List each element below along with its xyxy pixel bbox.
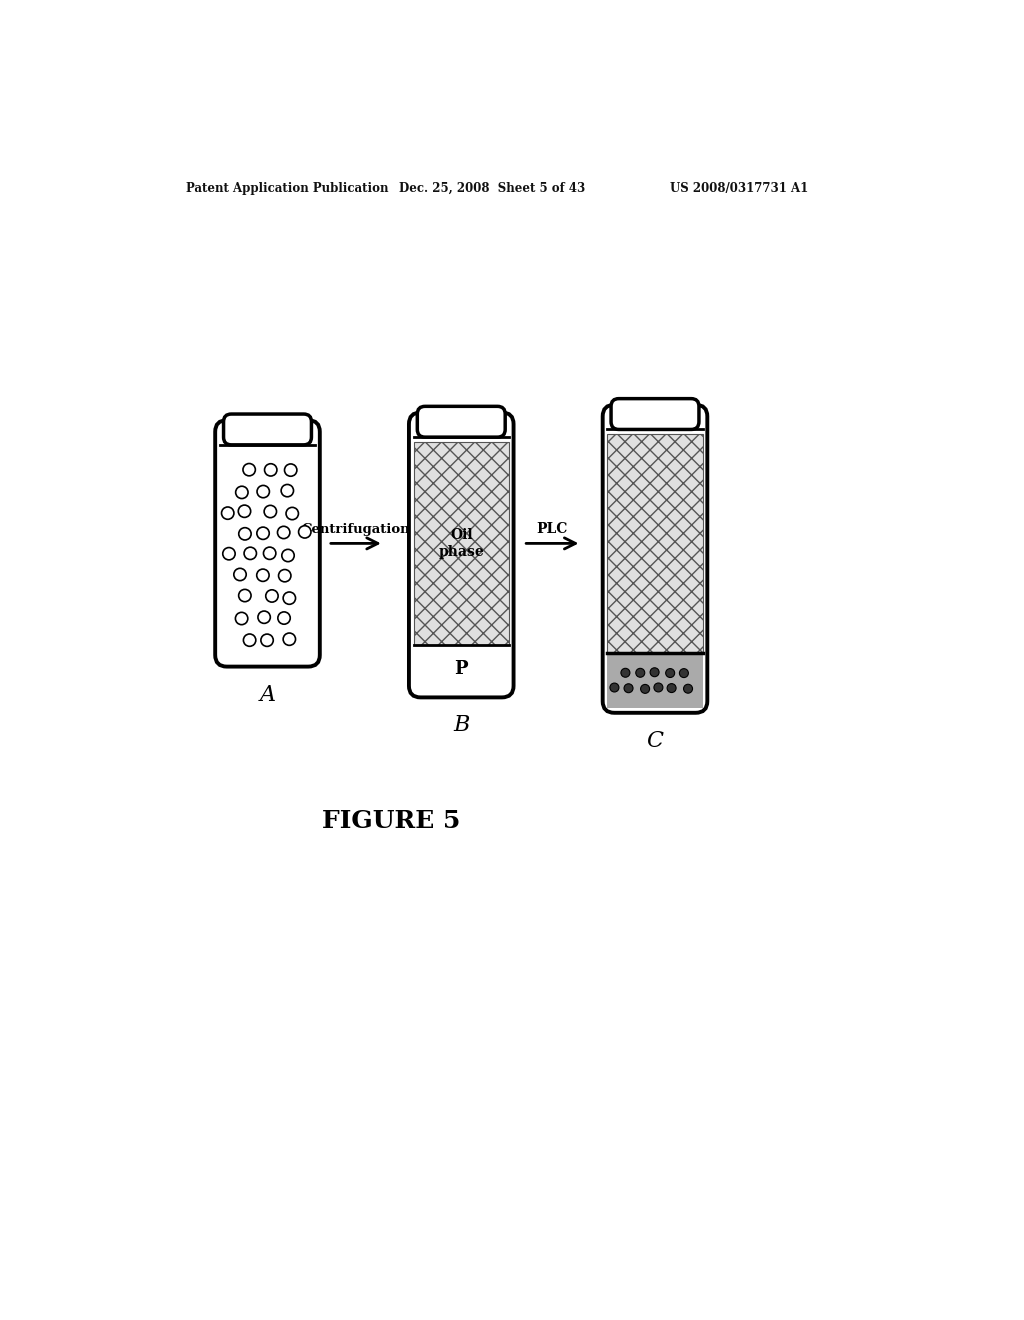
Circle shape xyxy=(239,528,251,540)
Circle shape xyxy=(236,486,248,499)
Circle shape xyxy=(285,463,297,477)
Circle shape xyxy=(666,669,675,677)
FancyBboxPatch shape xyxy=(409,413,514,697)
Circle shape xyxy=(257,527,269,540)
Bar xyxy=(607,434,702,653)
Circle shape xyxy=(244,634,256,647)
FancyBboxPatch shape xyxy=(215,420,319,667)
Circle shape xyxy=(278,527,290,539)
Text: Oil
phase: Oil phase xyxy=(438,528,484,558)
Circle shape xyxy=(654,682,663,692)
Text: C: C xyxy=(646,730,664,752)
Circle shape xyxy=(221,507,233,519)
FancyBboxPatch shape xyxy=(603,405,708,713)
Circle shape xyxy=(636,668,645,677)
Text: A: A xyxy=(259,684,275,706)
Circle shape xyxy=(679,669,688,677)
Circle shape xyxy=(257,569,269,581)
Circle shape xyxy=(624,684,633,693)
Text: P: P xyxy=(455,660,468,678)
FancyBboxPatch shape xyxy=(418,407,505,437)
Circle shape xyxy=(278,612,290,624)
Text: FIGURE 5: FIGURE 5 xyxy=(323,809,461,833)
FancyBboxPatch shape xyxy=(223,414,311,445)
Circle shape xyxy=(264,463,276,477)
Circle shape xyxy=(244,548,256,560)
Bar xyxy=(414,645,509,693)
Circle shape xyxy=(233,569,246,581)
Circle shape xyxy=(266,590,279,602)
Circle shape xyxy=(243,463,255,475)
Circle shape xyxy=(261,634,273,647)
Text: Patent Application Publication: Patent Application Publication xyxy=(186,182,389,194)
Circle shape xyxy=(236,612,248,624)
Circle shape xyxy=(279,569,291,582)
Circle shape xyxy=(264,506,276,517)
Circle shape xyxy=(684,684,692,693)
Bar xyxy=(607,434,702,653)
Circle shape xyxy=(610,682,618,692)
Circle shape xyxy=(299,525,311,539)
Circle shape xyxy=(239,506,251,517)
Circle shape xyxy=(282,484,294,496)
Circle shape xyxy=(223,548,236,560)
Circle shape xyxy=(286,507,298,520)
Circle shape xyxy=(257,486,269,498)
Circle shape xyxy=(284,634,296,645)
Circle shape xyxy=(650,668,659,677)
Circle shape xyxy=(258,611,270,623)
Circle shape xyxy=(641,685,649,693)
Text: Dec. 25, 2008  Sheet 5 of 43: Dec. 25, 2008 Sheet 5 of 43 xyxy=(399,182,586,194)
Bar xyxy=(607,653,702,708)
Circle shape xyxy=(667,684,676,693)
Text: Centrifugation: Centrifugation xyxy=(301,523,411,536)
Circle shape xyxy=(239,589,251,602)
Bar xyxy=(414,442,509,645)
Circle shape xyxy=(621,668,630,677)
Text: PLC: PLC xyxy=(537,521,568,536)
Circle shape xyxy=(284,591,296,605)
Text: US 2008/0317731 A1: US 2008/0317731 A1 xyxy=(671,182,809,194)
Circle shape xyxy=(263,546,275,560)
Text: B: B xyxy=(453,714,469,737)
FancyBboxPatch shape xyxy=(611,399,699,429)
Bar xyxy=(414,442,509,645)
Circle shape xyxy=(282,549,294,562)
